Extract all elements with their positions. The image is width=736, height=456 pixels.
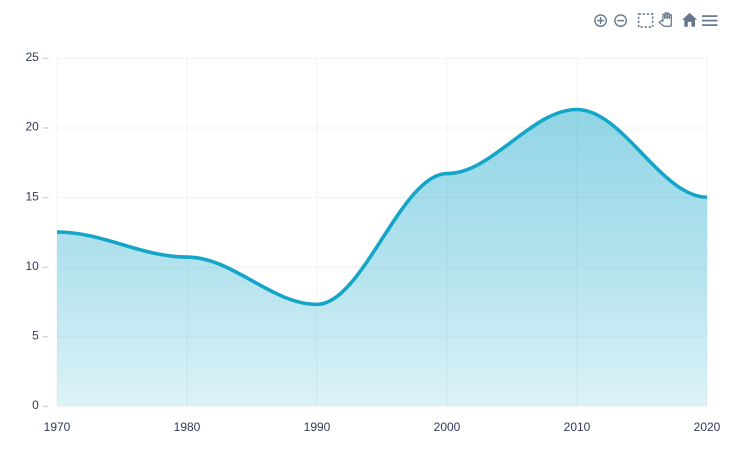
svg-text:10: 10 (25, 259, 39, 273)
svg-text:2020: 2020 (694, 420, 721, 434)
svg-text:1980: 1980 (174, 420, 201, 434)
svg-text:2000: 2000 (434, 420, 461, 434)
svg-text:2010: 2010 (564, 420, 591, 434)
svg-text:5: 5 (32, 329, 39, 343)
svg-text:15: 15 (25, 189, 39, 203)
svg-text:0: 0 (32, 398, 39, 412)
svg-text:20: 20 (25, 120, 39, 134)
svg-text:1990: 1990 (304, 420, 331, 434)
svg-text:25: 25 (25, 50, 39, 64)
svg-text:1970: 1970 (44, 420, 71, 434)
